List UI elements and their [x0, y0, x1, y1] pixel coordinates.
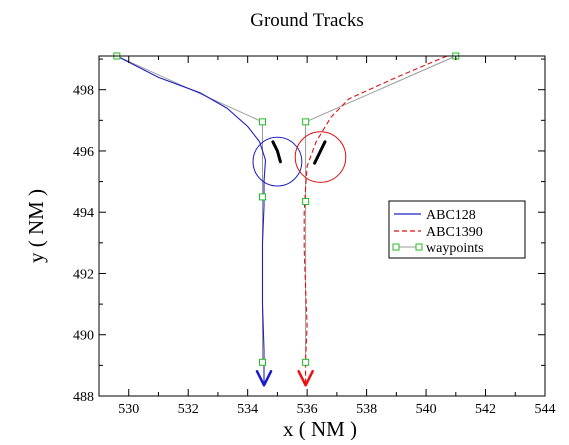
direction-arrow: [297, 370, 314, 387]
plot-frame: [98, 55, 546, 397]
waypoint-route-line: [305, 55, 457, 363]
y-tick-label: 494: [73, 206, 94, 221]
y-tick-label: 490: [73, 329, 94, 344]
legend-box: [388, 200, 526, 259]
waypoint-marker: [259, 358, 267, 366]
direction-arrow: [255, 370, 273, 387]
x-tick-label: 536: [297, 402, 318, 417]
y-tick-label: 498: [73, 84, 94, 99]
x-axis-label: x ( NM ): [283, 417, 357, 440]
waypoint-marker: [259, 193, 267, 201]
chart-title: Ground Tracks: [250, 10, 363, 31]
waypoint-marker: [259, 118, 267, 126]
y-tick-label: 496: [73, 145, 94, 160]
waypoint-route-line: [116, 55, 263, 363]
waypoint-marker: [302, 358, 310, 366]
x-tick-label: 542: [475, 402, 496, 417]
waypoint-marker: [302, 197, 310, 205]
legend-marker-waypoints-2: [415, 243, 423, 251]
legend-label-waypoints: waypoints: [426, 241, 484, 256]
conflict-segment: [271, 140, 282, 164]
conflict-segment: [313, 140, 327, 165]
y-axis-label: y ( NM ): [24, 189, 48, 263]
x-tick-label: 544: [535, 402, 556, 417]
x-tick-label: 534: [237, 402, 258, 417]
track-line-abc1390: [303, 55, 448, 386]
waypoint-marker: [302, 118, 310, 126]
track-line-abc128: [116, 55, 267, 386]
zone-circle: [252, 136, 303, 187]
plot-area: [113, 52, 460, 387]
x-tick-label: 538: [356, 402, 377, 417]
legend-label-abc128: ABC128: [426, 208, 476, 223]
x-tick-label: 530: [118, 402, 139, 417]
x-tick-label: 540: [416, 402, 437, 417]
y-tick-label: 488: [73, 390, 94, 405]
zone-circle: [294, 131, 347, 183]
axis-ticks: 530 532 534 536 538 540 542 544 488 490 492 494 496 4…: [73, 56, 556, 417]
y-tick-label: 492: [73, 267, 94, 282]
legend-marker-waypoints-1: [392, 243, 400, 251]
x-tick-label: 532: [178, 402, 199, 417]
legend: ABC128 ABC1390 waypoints: [388, 200, 526, 259]
legend-label-abc1390: ABC1390: [426, 225, 483, 240]
